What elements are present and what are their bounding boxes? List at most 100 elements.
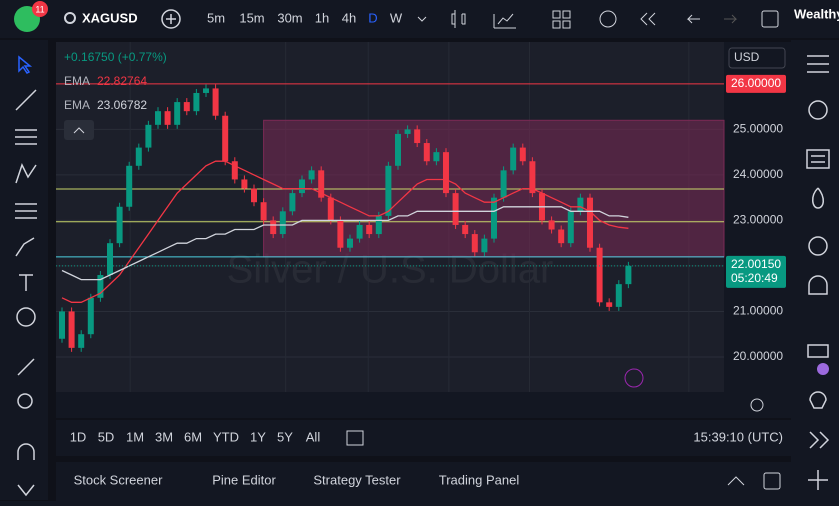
ema-line (61, 206, 629, 281)
undo-icon[interactable] (686, 14, 700, 24)
candle-body (586, 197, 593, 248)
fib-tool[interactable] (15, 129, 37, 145)
collapse-icon[interactable] (727, 476, 745, 486)
ideas-icon[interactable] (809, 391, 827, 409)
candle-body (126, 165, 133, 207)
countdown: 05:20:49 (731, 271, 778, 285)
interval-button[interactable]: D (368, 10, 377, 25)
range-button[interactable]: 5Y (277, 429, 293, 444)
drawing-tools (15, 55, 37, 497)
candle-body (519, 147, 526, 162)
pattern-tool[interactable] (15, 163, 37, 184)
range-button[interactable]: 1M (126, 429, 144, 444)
forecast-tool[interactable] (15, 203, 37, 219)
settings-icon[interactable] (750, 398, 764, 412)
panel-tab[interactable]: Strategy Tester (313, 472, 401, 487)
range-button[interactable]: YTD (213, 429, 239, 444)
candle-body (241, 179, 248, 189)
chat-icon[interactable] (807, 344, 829, 358)
event-icon[interactable] (624, 368, 644, 388)
panel-tab[interactable]: Pine Editor (212, 472, 276, 487)
candle-body (116, 206, 123, 244)
stream-icon[interactable] (809, 431, 830, 449)
chart-type-icon[interactable] (451, 10, 466, 28)
add-symbol[interactable] (161, 9, 181, 29)
candle-body (625, 265, 632, 285)
candle-body (183, 102, 190, 112)
candle-body (231, 161, 238, 180)
candle-body (356, 224, 363, 239)
zoom-tool[interactable] (17, 393, 33, 409)
lock-tool[interactable] (17, 484, 35, 497)
candle-body (404, 129, 411, 134)
search-icon[interactable] (64, 12, 76, 24)
range-button[interactable]: 5D (98, 429, 115, 444)
candle-body (164, 111, 171, 125)
candle-body (174, 102, 181, 125)
layout-icon[interactable] (552, 20, 561, 29)
symbol[interactable]: XAGUSD (82, 10, 138, 25)
chevron[interactable] (417, 16, 427, 22)
price-change: +0.16750 (+0.77%) (64, 50, 167, 64)
alerts-icon[interactable] (808, 100, 828, 120)
currency-box[interactable] (728, 47, 786, 69)
calendar-icon[interactable] (808, 236, 828, 256)
candle-body (337, 220, 344, 248)
interval-button[interactable]: 4h (342, 10, 356, 25)
text-tool[interactable] (19, 274, 33, 291)
y-tick-label: 24.00000 (733, 167, 783, 181)
maximize-icon[interactable] (763, 472, 781, 490)
ruler-tool[interactable] (17, 358, 35, 376)
range-button[interactable]: All (306, 429, 321, 444)
candle-body (318, 170, 325, 198)
line-tool[interactable] (15, 89, 37, 111)
candle-body (414, 129, 421, 144)
range-button[interactable]: 6M (184, 429, 202, 444)
range-button[interactable]: 3M (155, 429, 173, 444)
layout-icon[interactable] (562, 20, 571, 29)
candle-body (567, 211, 574, 244)
collapse-legend[interactable] (64, 120, 94, 140)
account-name[interactable]: Wealthy (794, 6, 839, 21)
date-range-icon[interactable] (346, 430, 364, 446)
brush-tool[interactable] (15, 237, 35, 257)
ai-icon[interactable] (817, 363, 829, 375)
fullscreen-icon[interactable] (761, 10, 779, 28)
currency[interactable]: USD (734, 50, 760, 64)
interval-button[interactable]: 30m (277, 10, 302, 25)
interval-button[interactable]: W (390, 10, 403, 25)
redo-icon[interactable] (724, 14, 738, 24)
watchlist-icon[interactable] (807, 55, 829, 73)
hotlist-icon[interactable] (812, 187, 824, 209)
candle-body (596, 247, 603, 303)
magnet-tool[interactable] (17, 443, 35, 460)
candle-body (154, 111, 161, 125)
candle-body (308, 170, 315, 180)
candle-body (615, 284, 622, 307)
news-icon[interactable] (806, 149, 830, 169)
cursor-tool[interactable] (18, 55, 33, 74)
interval-button[interactable]: 1h (315, 10, 329, 25)
indicators-icon[interactable] (493, 13, 516, 29)
price-axis[interactable] (724, 42, 791, 392)
help-icon[interactable] (808, 470, 828, 490)
panel-tab[interactable]: Stock Screener (74, 472, 164, 487)
badge (32, 1, 48, 17)
replay-icon[interactable] (640, 12, 656, 26)
candle-body (212, 88, 219, 116)
layout-icon[interactable] (552, 10, 561, 19)
interval-button[interactable]: 15m (239, 10, 264, 25)
panel-tab[interactable]: Trading Panel (439, 472, 520, 487)
emoji-tool[interactable] (16, 307, 36, 327)
interval-button[interactable]: 5m (207, 10, 225, 25)
badge-count: 11 (35, 4, 44, 14)
alert-icon[interactable] (599, 10, 617, 28)
layout-icon[interactable] (562, 10, 571, 19)
candle-body (510, 147, 517, 171)
range-button[interactable]: 1D (70, 429, 87, 444)
notification-icon[interactable] (808, 275, 828, 295)
candle-body (366, 224, 373, 235)
range-button[interactable]: 1Y (250, 429, 266, 444)
legend-value: 23.06782 (97, 98, 147, 112)
y-tick-label: 23.00000 (733, 213, 783, 227)
